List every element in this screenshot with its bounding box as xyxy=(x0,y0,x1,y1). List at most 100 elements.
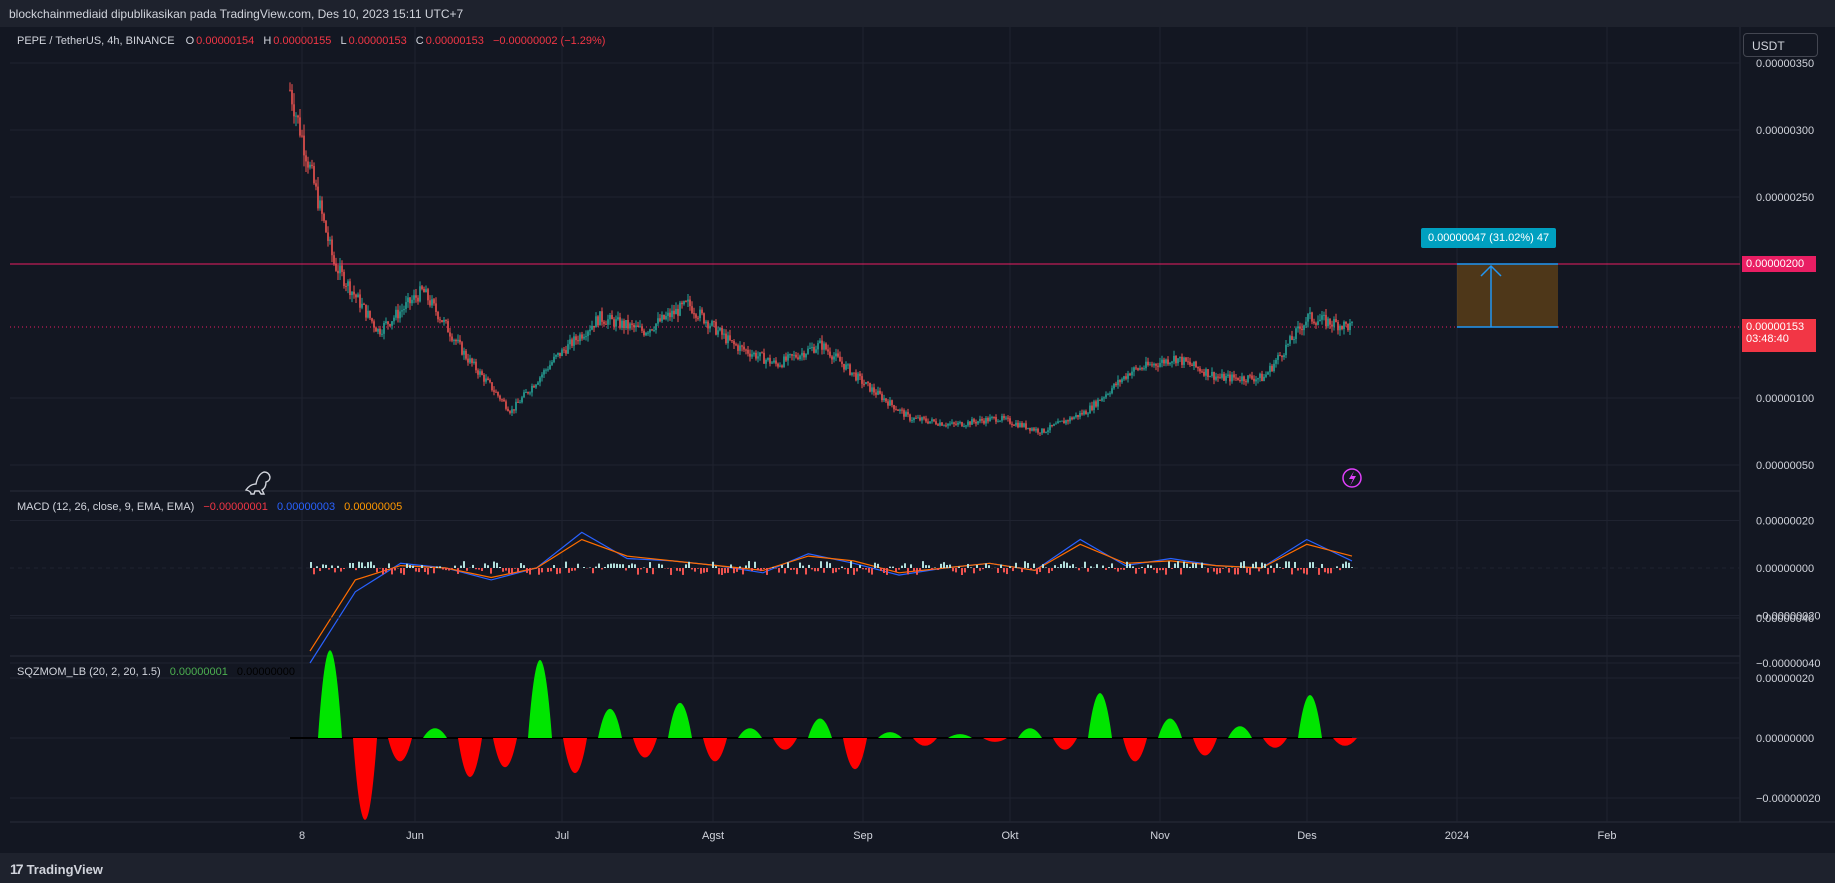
macd-histogram-bar xyxy=(700,568,702,574)
candle-body xyxy=(929,421,931,424)
candle-body xyxy=(605,323,607,325)
macd-histogram-bar xyxy=(1000,564,1002,568)
macd-histogram-bar xyxy=(1312,562,1314,568)
macd-histogram-bar xyxy=(640,568,642,570)
candle-body xyxy=(561,349,563,357)
candle-body xyxy=(289,89,291,91)
macd-histogram-bar xyxy=(1054,565,1056,568)
candle-body xyxy=(551,362,553,365)
macd-histogram-bar xyxy=(967,563,969,568)
candle-body xyxy=(1261,373,1263,382)
macd-histogram-bar xyxy=(1276,563,1278,568)
candle-body xyxy=(735,344,737,346)
macd-histogram-bar xyxy=(1348,562,1350,568)
macd-histogram-bar xyxy=(943,562,945,568)
macd-histogram-bar xyxy=(364,566,366,568)
macd-tick-label: 0.00000000 xyxy=(1756,563,1814,575)
macd-histogram-bar xyxy=(595,566,597,568)
candle-body xyxy=(421,286,423,289)
candle-body xyxy=(943,425,945,427)
macd-histogram-bar xyxy=(592,568,594,574)
candle-body xyxy=(599,311,601,326)
candle-body xyxy=(393,317,395,322)
candle-body xyxy=(699,309,701,319)
macd-histogram-bar xyxy=(325,564,327,568)
candle-body xyxy=(1021,423,1023,427)
candle-body xyxy=(1325,314,1327,327)
candle-body xyxy=(1103,397,1105,399)
macd-histogram-bar xyxy=(1051,568,1053,571)
candle-body xyxy=(1251,375,1253,379)
candle-body xyxy=(523,392,525,398)
macd-histogram-bar xyxy=(442,568,444,570)
candle-body xyxy=(635,325,637,328)
macd-histogram-bar xyxy=(601,568,603,570)
chart-area[interactable]: 8 Jun Jul Agst Sep Okt Nov Des 2024 Feb 0.00000050… xyxy=(0,27,1835,853)
candle-body xyxy=(659,318,661,322)
candle-body xyxy=(1317,321,1319,325)
candle-body xyxy=(1183,357,1185,365)
macd-histogram-bar xyxy=(955,568,957,573)
macd-histogram-bar xyxy=(613,563,615,568)
time-tick-label: Des xyxy=(1297,830,1317,842)
candle-body xyxy=(385,321,387,324)
macd-histogram-bar xyxy=(1153,568,1155,570)
candle-body xyxy=(591,325,593,330)
sqz-momentum-bar xyxy=(1158,718,1182,738)
sqz-name[interactable]: SQZMOM_LB (20, 2, 20, 1.5) xyxy=(17,666,161,678)
macd-histogram-bar xyxy=(784,568,786,574)
candle-body xyxy=(333,255,335,264)
macd-histogram-bar xyxy=(577,563,579,568)
candle-body xyxy=(423,288,425,293)
macd-histogram-bar xyxy=(553,565,555,568)
macd-histogram-bar xyxy=(886,568,888,575)
macd-histogram-bar xyxy=(739,566,741,568)
candle-body xyxy=(1015,422,1017,426)
candle-body xyxy=(959,422,961,424)
macd-histogram-bar xyxy=(517,568,519,573)
macd-histogram-bar xyxy=(337,565,339,568)
macd-histogram-bar xyxy=(406,563,408,568)
currency-button[interactable]: USDT xyxy=(1743,33,1818,57)
candle-body xyxy=(403,308,405,311)
tradingview-logo[interactable]: 17 TradingView xyxy=(10,861,103,877)
macd-histogram-bar xyxy=(448,568,450,571)
candle-body xyxy=(755,352,757,359)
candle-body xyxy=(961,422,963,427)
candle-body xyxy=(317,186,319,209)
macd-histogram-bar xyxy=(730,564,732,568)
candle-body xyxy=(1303,325,1305,331)
macd-histogram-bar xyxy=(1288,561,1290,568)
sqz-momentum-bar xyxy=(878,732,902,738)
candle-body xyxy=(305,155,307,162)
candle-body xyxy=(1125,376,1127,379)
candle-body xyxy=(343,271,345,286)
macd-histogram-bar xyxy=(457,568,459,574)
time-tick-label: Sep xyxy=(853,830,873,842)
macd-tick-label: 0.00000020 xyxy=(1756,516,1814,528)
macd-histogram-bar xyxy=(889,566,891,568)
candle-body xyxy=(377,328,379,332)
macd-histogram-bar xyxy=(322,564,324,568)
candle-body xyxy=(1211,371,1213,377)
candle-body xyxy=(1177,358,1179,364)
candle-body xyxy=(441,320,443,323)
candle-body xyxy=(775,360,777,364)
candle-body xyxy=(367,310,369,318)
candle-body xyxy=(573,336,575,346)
macd-name[interactable]: MACD (12, 26, close, 9, EMA, EMA) xyxy=(17,501,195,513)
candle-body xyxy=(669,312,671,318)
candle-body xyxy=(1019,423,1021,428)
candle-body xyxy=(565,350,567,354)
macd-histogram-bar xyxy=(1162,568,1164,571)
candle-body xyxy=(1337,322,1339,331)
candle-body xyxy=(375,327,377,332)
sqz-momentum-bar xyxy=(1298,695,1322,738)
sqz-momentum-bar xyxy=(1018,728,1042,738)
candle-body xyxy=(301,135,303,137)
candle-body xyxy=(1229,374,1231,382)
candle-body xyxy=(391,321,393,326)
candle-body xyxy=(1121,379,1123,383)
symbol-label[interactable]: PEPE / TetherUS, 4h, BINANCE xyxy=(17,35,175,47)
candle-body xyxy=(913,417,915,421)
